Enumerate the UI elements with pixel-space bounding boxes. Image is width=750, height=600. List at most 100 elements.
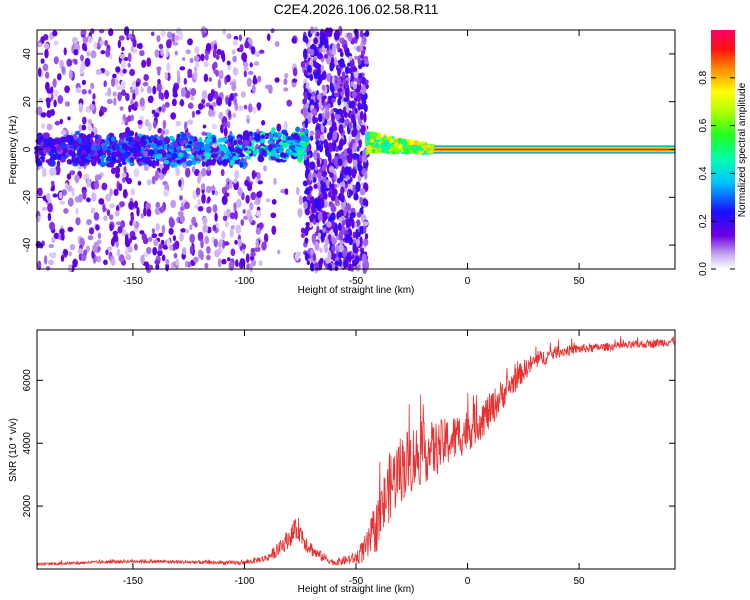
spectrogram-cell	[313, 183, 318, 190]
spectrogram-cell	[128, 147, 134, 152]
spectrogram-cell	[306, 92, 312, 98]
spectrogram-cell	[223, 211, 228, 217]
spectrogram-cell	[121, 46, 125, 52]
spectrogram-cell	[69, 243, 76, 251]
spectrogram-cell	[348, 55, 353, 61]
spectrogram-cell	[115, 66, 121, 73]
spectrogram-cell	[139, 230, 145, 235]
spectrogram-cell	[362, 198, 368, 206]
spectrogram-cell	[109, 223, 114, 232]
spectrogram-cell	[311, 108, 317, 116]
spectrogram-cell	[249, 262, 253, 273]
spectrogram-cell	[370, 138, 375, 143]
spectrogram-cell	[61, 66, 65, 74]
spectrogram-cell	[128, 104, 132, 113]
spectrogram-cell	[46, 109, 52, 119]
spectrogram-cell	[230, 248, 236, 257]
spectrogram-cell	[221, 195, 228, 205]
spectrogram-cell	[208, 77, 213, 82]
spectrogram-cell	[58, 191, 63, 200]
spectrogram-cell	[235, 259, 239, 268]
spectrogram-cell	[128, 237, 133, 244]
spectrogram-cell	[161, 129, 165, 136]
spectrogram-cell	[356, 125, 360, 131]
spectrogram-cell	[237, 187, 243, 197]
spectrogram-cell	[274, 77, 280, 83]
x-tick-label: -150	[123, 276, 143, 287]
spectrogram-y-ticks: -40 -20 0 20 40	[22, 48, 675, 252]
spectrogram-cell	[79, 67, 84, 75]
spectrogram-cell	[201, 89, 208, 100]
spectrogram-cell	[85, 135, 90, 142]
spectrogram-cell	[102, 203, 106, 213]
spectrogram-cell	[204, 236, 210, 245]
spectrogram-cell	[140, 254, 145, 265]
spectrogram-cell	[100, 171, 104, 178]
spectrogram-cell	[351, 219, 355, 229]
spectrogram-cell	[212, 136, 216, 144]
spectrogram-cell	[108, 28, 114, 37]
spectrogram-cell	[76, 87, 82, 94]
spectrogram-cell	[36, 106, 43, 116]
spectrogram-cell	[234, 239, 238, 245]
spectrogram-cell	[75, 207, 79, 216]
spectrogram-cell	[205, 102, 211, 108]
spectrogram-cell	[239, 44, 244, 53]
spectrogram-cell	[169, 244, 173, 251]
spectrogram-cell	[114, 165, 121, 175]
spectrogram-cell	[173, 252, 178, 259]
spectrogram-cell	[174, 240, 180, 250]
spectrogram-cell	[212, 147, 219, 153]
spectrogram-cell	[276, 123, 282, 132]
spectrogram-cell	[329, 171, 334, 179]
spectrogram-cell	[276, 249, 281, 255]
spectrogram-cell	[53, 89, 59, 98]
spectrogram-cell	[339, 58, 345, 69]
spectrogram-cell	[153, 238, 159, 247]
spectrogram-cell	[275, 158, 282, 163]
spectrogram-cell	[239, 161, 244, 168]
spectrogram-cell	[78, 193, 83, 203]
spectrogram-cell	[119, 201, 125, 208]
spectrogram-cell	[350, 72, 354, 84]
spectrogram-cell	[190, 88, 197, 96]
spectrogram-cell	[119, 106, 124, 111]
spectrogram-cell	[408, 139, 415, 146]
spectrogram-cell	[331, 97, 336, 103]
spectrogram-cell	[52, 167, 57, 176]
spectrogram-cell	[141, 140, 147, 146]
spectrogram-cell	[139, 97, 145, 107]
spectrogram-cell	[127, 33, 133, 39]
spectrogram-cell	[302, 107, 308, 117]
spectrogram-cell	[206, 206, 212, 214]
spectrogram-cell	[214, 249, 220, 258]
spectrogram-cell	[155, 201, 161, 209]
spectrogram-cell	[92, 93, 96, 100]
spectrogram-cell	[81, 42, 87, 51]
spectrogram-cell	[53, 56, 59, 65]
spectrogram-cell	[338, 243, 344, 253]
spectrogram-cell	[306, 46, 311, 55]
spectrogram-cell	[188, 140, 193, 145]
spectrogram-cell	[327, 250, 332, 261]
spectrogram-cell	[251, 169, 256, 180]
spectrogram-cell	[356, 92, 362, 103]
spectrogram-cell	[67, 226, 74, 232]
spectrogram-cell	[338, 230, 344, 241]
spectrogram-cell	[94, 174, 100, 182]
spectrogram-cell	[363, 112, 367, 123]
spectrogram-cell	[295, 186, 300, 196]
spectrogram-cell	[151, 228, 156, 234]
spectrogram-cell	[344, 234, 350, 243]
spectrogram-cell	[206, 132, 212, 138]
spectrogram-cell	[155, 223, 160, 232]
spectrogram-cell	[170, 161, 176, 168]
spectrogram-x-ticks: -150 -100 -50 0 50	[123, 30, 585, 287]
spectrogram-cell	[168, 218, 175, 228]
spectrogram-cell	[136, 206, 140, 217]
x-tick-label: -100	[234, 576, 254, 587]
spectrogram-cell	[306, 260, 310, 266]
spectrogram-cell	[335, 108, 341, 115]
spectrogram-cell	[87, 118, 93, 125]
spectrogram-cell	[348, 142, 353, 150]
